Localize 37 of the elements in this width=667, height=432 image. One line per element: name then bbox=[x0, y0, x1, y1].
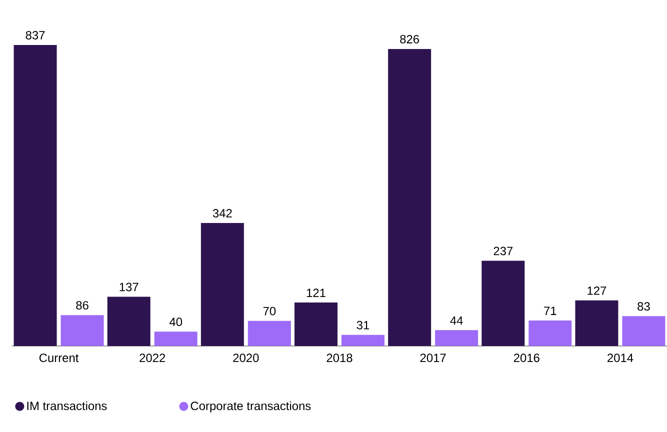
data-label: 826 bbox=[400, 34, 420, 44]
data-label: 137 bbox=[120, 282, 138, 292]
bar bbox=[482, 260, 525, 346]
bar bbox=[342, 334, 384, 346]
bar bbox=[107, 296, 150, 346]
x-tick-label: 2018 bbox=[326, 354, 352, 362]
bar bbox=[200, 223, 244, 346]
bar bbox=[575, 300, 618, 346]
data-label: 44 bbox=[450, 316, 463, 325]
data-label: 237 bbox=[494, 246, 513, 256]
data-label: 342 bbox=[212, 209, 232, 218]
x-tick-label: 2014 bbox=[608, 354, 634, 362]
data-label: 40 bbox=[169, 318, 182, 326]
bar bbox=[154, 332, 198, 346]
bar bbox=[528, 320, 572, 346]
x-tick-label: 2017 bbox=[420, 354, 446, 362]
bar bbox=[435, 330, 478, 346]
data-label: 837 bbox=[26, 31, 45, 40]
bar bbox=[60, 315, 104, 346]
x-tick-label: 2020 bbox=[233, 354, 259, 362]
data-label: 127 bbox=[588, 286, 606, 295]
x-tick-label: Current bbox=[39, 354, 79, 362]
bar bbox=[622, 316, 666, 346]
data-label: 121 bbox=[306, 288, 326, 297]
legend-label: IM transactions bbox=[27, 401, 107, 410]
data-label: 70 bbox=[263, 306, 276, 316]
bar bbox=[294, 302, 338, 346]
bar bbox=[14, 45, 57, 346]
x-tick-label: 2016 bbox=[514, 354, 540, 362]
data-label: 86 bbox=[76, 301, 88, 310]
data-label: 71 bbox=[544, 306, 556, 315]
x-tick-label: 2022 bbox=[140, 354, 166, 362]
legend-label: Corporate transactions bbox=[190, 401, 311, 412]
bar bbox=[248, 320, 291, 346]
bar bbox=[388, 48, 432, 346]
data-label: 83 bbox=[638, 302, 650, 311]
data-label: 31 bbox=[356, 320, 370, 330]
